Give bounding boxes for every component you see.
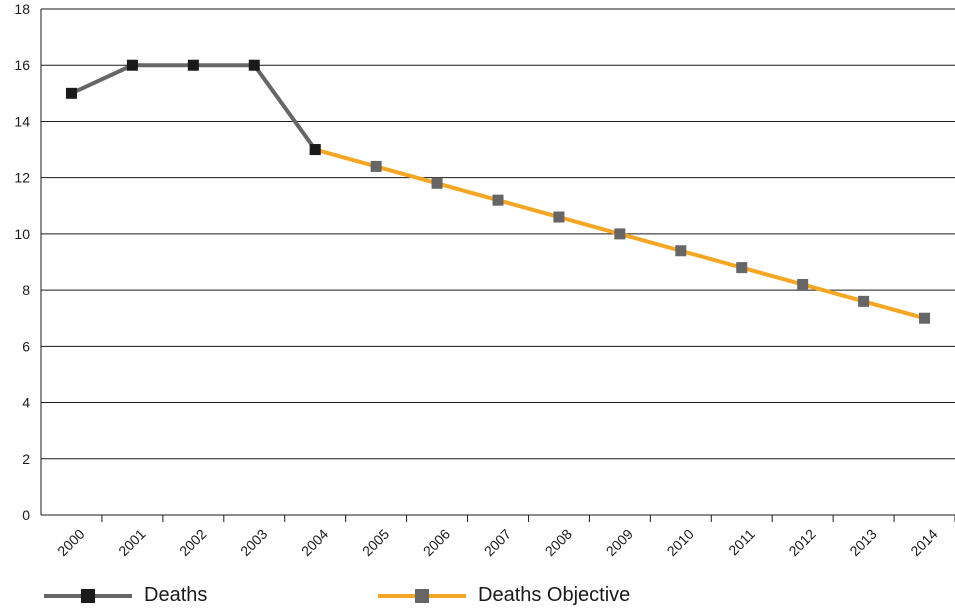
legend-swatch-deaths-objective <box>378 586 466 606</box>
point-deaths-objective-2011 <box>736 262 748 274</box>
point-deaths-objective-2010 <box>675 245 687 257</box>
point-deaths-objective-2007 <box>492 194 504 206</box>
line-chart: 0 2 4 6 8 10 12 14 16 18 2000 2001 2002 2003 2004 2005… <box>14 1 955 559</box>
legend-label-deaths-objective: Deaths Objective <box>478 584 631 606</box>
point-deaths-objective-2005 <box>370 160 382 172</box>
point-deaths-2002 <box>187 59 199 71</box>
legend: Deaths Deaths Objective <box>0 582 955 609</box>
legend-swatch-deaths <box>44 586 132 606</box>
x-tick-label-2007: 2007 <box>481 526 514 559</box>
y-tick-label-10: 10 <box>14 226 30 242</box>
x-tick-label-2011: 2011 <box>725 526 758 559</box>
point-deaths-objective-2013 <box>858 295 870 307</box>
y-tick-label-0: 0 <box>22 507 30 523</box>
point-deaths-2003 <box>248 59 260 71</box>
y-tick-label-12: 12 <box>14 170 30 186</box>
y-tick-label-16: 16 <box>14 57 30 73</box>
point-deaths-objective-2006 <box>431 177 443 189</box>
point-deaths-objective-2009 <box>614 228 626 240</box>
series-line-deaths <box>70 63 317 151</box>
y-tick-labels: 0 2 4 6 8 10 12 14 16 18 <box>14 1 30 523</box>
x-tick-label-2000: 2000 <box>54 526 87 559</box>
x-tick-label-2001: 2001 <box>115 526 148 559</box>
point-deaths-2004 <box>309 144 321 156</box>
point-deaths-objective-2014 <box>919 312 931 324</box>
x-tick-label-2002: 2002 <box>176 526 209 559</box>
point-deaths-objective-2008 <box>553 211 565 223</box>
x-tick-label-2013: 2013 <box>846 526 879 559</box>
x-tick-label-2009: 2009 <box>603 526 636 559</box>
point-deaths-2000 <box>65 87 77 99</box>
legend-marker-deaths-objective <box>415 588 429 603</box>
y-tick-label-2: 2 <box>22 451 30 467</box>
gridlines <box>41 8 955 460</box>
legend-marker-deaths <box>81 588 95 603</box>
y-tick-label-14: 14 <box>14 113 30 129</box>
y-tick-label-6: 6 <box>22 338 30 354</box>
x-tick-label-2010: 2010 <box>664 526 697 559</box>
x-tick-label-2006: 2006 <box>420 526 453 559</box>
x-tick-label-2008: 2008 <box>542 526 575 559</box>
y-tick-label-8: 8 <box>22 282 30 298</box>
legend-item-deaths-objective: Deaths Objective <box>378 582 630 609</box>
y-tick-label-18: 18 <box>14 1 30 17</box>
x-tick-label-2003: 2003 <box>237 526 270 559</box>
x-tick-label-2004: 2004 <box>298 526 331 559</box>
x-tick-label-2014: 2014 <box>907 526 940 559</box>
point-deaths-objective-2012 <box>797 278 809 290</box>
series <box>65 59 931 324</box>
legend-item-deaths: Deaths <box>44 582 207 609</box>
y-tick-label-4: 4 <box>22 395 30 411</box>
x-tick-label-2012: 2012 <box>785 526 818 559</box>
x-tick-label-2005: 2005 <box>359 526 392 559</box>
point-deaths-2001 <box>126 59 138 71</box>
legend-label-deaths: Deaths <box>144 584 208 606</box>
x-tick-labels: 2000 2001 2002 2003 2004 2005 2006 2007 2008 2009… <box>54 526 941 559</box>
axes <box>40 9 955 522</box>
